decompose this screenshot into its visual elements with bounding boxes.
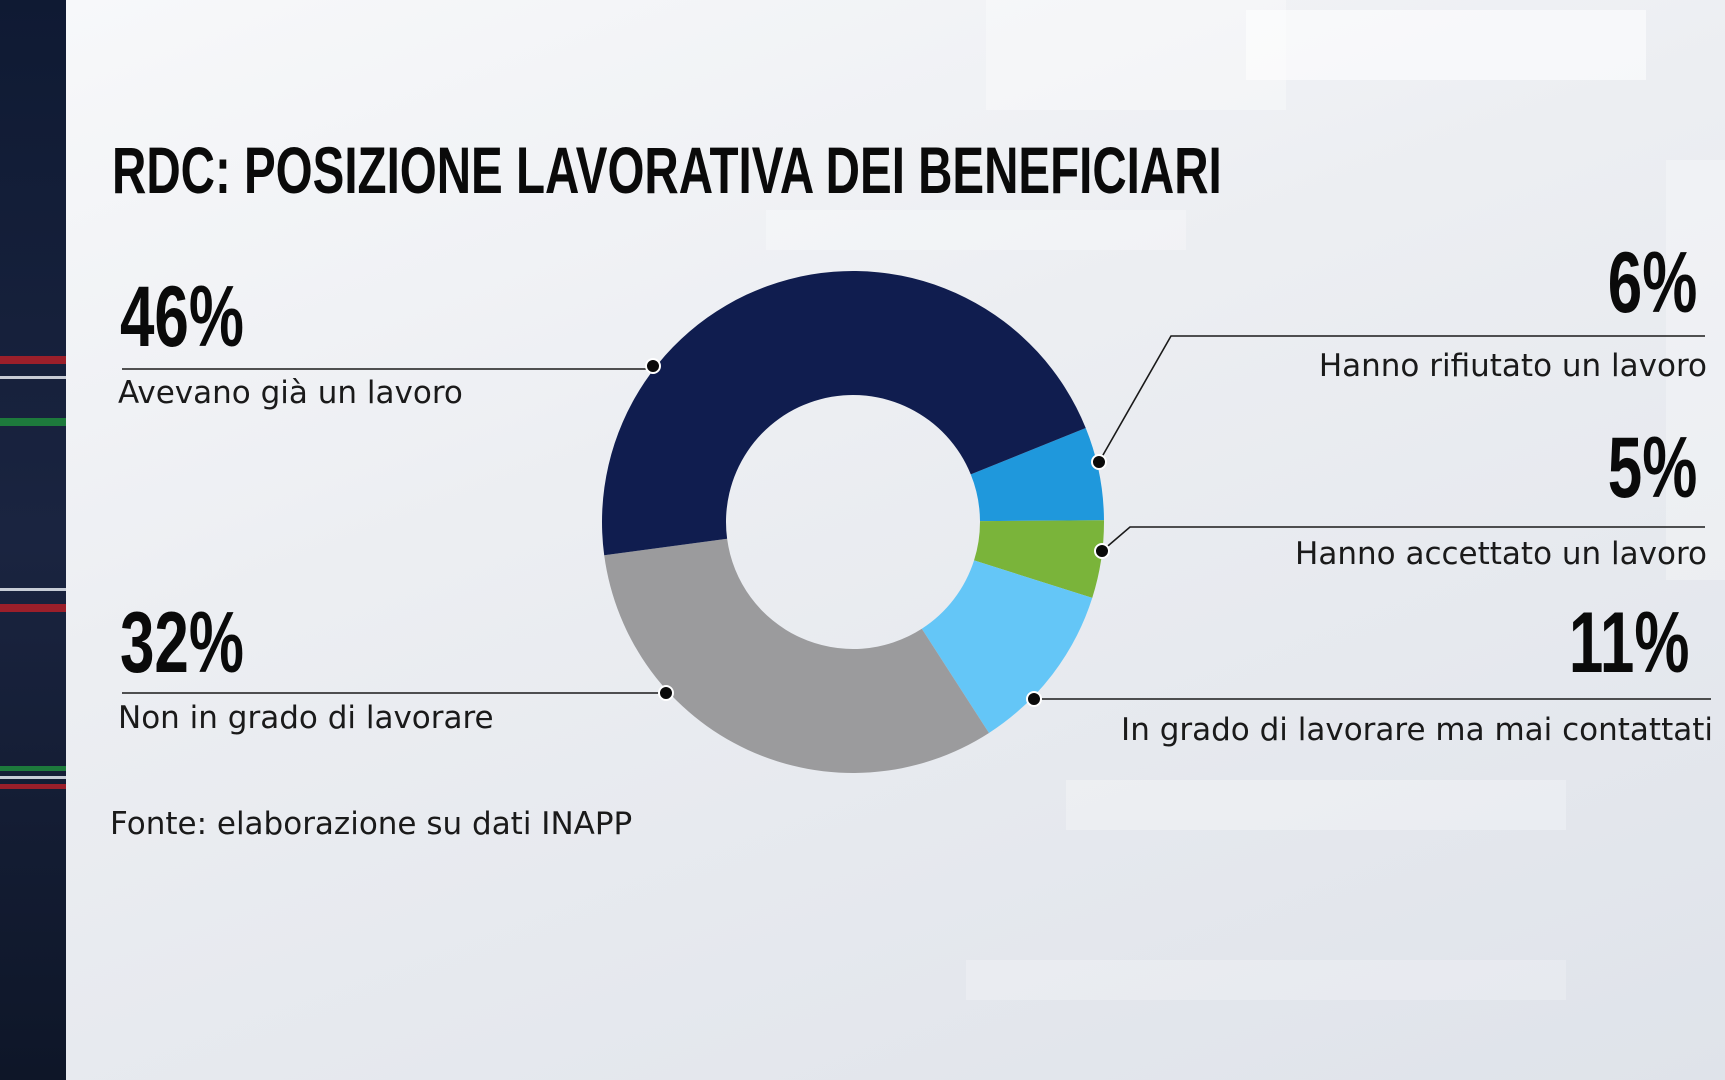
white-stripe [0, 376, 66, 379]
chart-title: RDC: POSIZIONE LAVORATIVA DEI BENEFICIAR… [112, 133, 1222, 207]
slice-accettato [974, 520, 1104, 598]
label-accettato: Hanno accettato un lavoro [1295, 536, 1707, 572]
bg-decoration [766, 210, 1186, 250]
bg-decoration [1666, 160, 1725, 580]
bg-decoration [1066, 780, 1566, 830]
red-stripe [0, 784, 66, 789]
bg-decoration [1246, 10, 1646, 80]
pct-accettato: 5% [1607, 420, 1697, 516]
label-non-in-grado: Non in grado di lavorare [118, 700, 494, 736]
red-stripe [0, 604, 66, 612]
pct-mai-contattati: 11% [1568, 595, 1689, 691]
slice-avevano [602, 271, 1086, 556]
leader-rifiutato [1098, 335, 1705, 463]
left-side-strip [0, 0, 66, 1080]
slice-non-in-grado [604, 538, 989, 774]
slice-mai-contattati [921, 560, 1093, 733]
white-stripe [0, 588, 66, 591]
leader-mai-contattati-dot [1026, 691, 1042, 707]
source-note: Fonte: elaborazione su dati INAPP [110, 806, 633, 842]
green-stripe [0, 766, 66, 771]
label-mai-contattati: In grado di lavorare ma mai contattati [1121, 712, 1713, 748]
red-stripe [0, 356, 66, 364]
leader-accettato [1101, 526, 1705, 552]
label-avevano: Avevano già un lavoro [118, 375, 463, 411]
white-stripe [0, 776, 66, 779]
green-stripe [0, 418, 66, 426]
pct-rifiutato: 6% [1607, 235, 1697, 331]
leader-accettato-dot [1094, 543, 1110, 559]
slice-rifiutato [970, 427, 1104, 522]
pct-non-in-grado: 32% [120, 595, 244, 691]
label-rifiutato: Hanno rifiutato un lavoro [1318, 348, 1707, 384]
leader-rifiutato-dot [1091, 454, 1107, 470]
pct-avevano: 46% [120, 269, 244, 365]
bg-decoration [966, 960, 1566, 1000]
background-panel [66, 0, 1725, 1080]
leader-avevano-dot [645, 358, 661, 374]
bg-decoration [986, 0, 1286, 110]
leader-non-in-grado-dot [658, 685, 674, 701]
